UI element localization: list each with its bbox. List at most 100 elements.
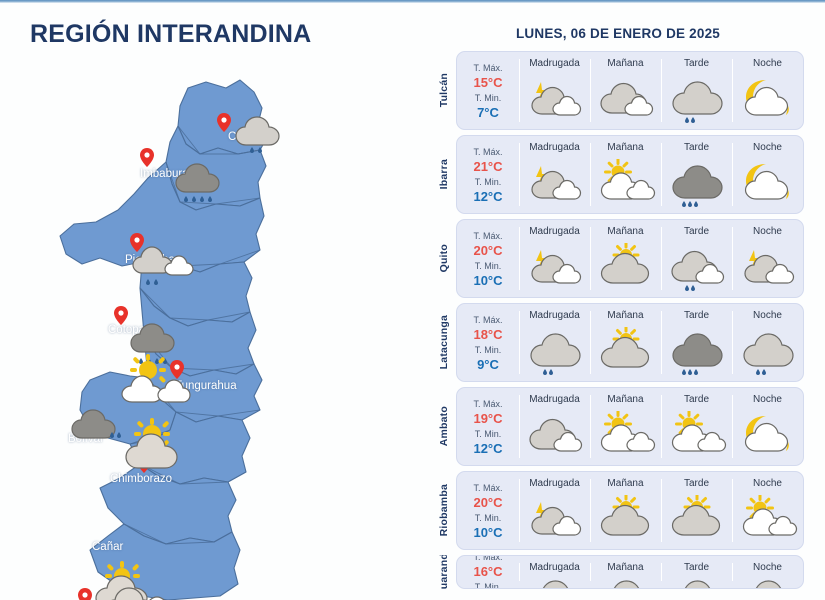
temperature-cell: T. Máx. 21°C T. Min. 12°C <box>457 136 519 213</box>
forecast-slot-madrugada[interactable]: Madrugada <box>519 556 590 588</box>
forecast-slot-madrugada[interactable]: Madrugada <box>519 388 590 465</box>
forecast-slot-mañana[interactable]: Mañana <box>590 388 661 465</box>
slot-label: Mañana <box>607 478 644 489</box>
weather-icon-container <box>661 490 732 549</box>
tmin-value: 12°C <box>473 440 503 456</box>
temperature-cell: T. Máx. 20°C T. Min. 10°C <box>457 220 519 297</box>
forecast-slot-madrugada[interactable]: Madrugada <box>519 220 590 297</box>
tmax-value: 20°C <box>473 242 503 258</box>
tmin-label: T. Min. <box>474 582 502 589</box>
city-label: Guaranda <box>438 555 450 589</box>
map-pin-pichincha[interactable] <box>130 233 144 252</box>
slot-label: Tarde <box>683 226 709 237</box>
forecast-slot-madrugada[interactable]: Madrugada <box>519 52 590 129</box>
forecast-slot-noche[interactable]: Noche <box>732 304 803 381</box>
sun-cloud-icon <box>600 410 655 452</box>
forecast-row[interactable]: Riobamba T. Máx. 20°C T. Min. 10°C Madruga… <box>432 471 804 550</box>
dark-cloud-icon <box>671 164 723 207</box>
region-map[interactable]: Carchi Imbabura Pichincha Cotopaxi Tungu… <box>30 58 430 600</box>
weather-icon-container <box>732 238 803 297</box>
forecast-slot-mañana[interactable]: Mañana <box>590 220 661 297</box>
forecast-slot-tarde[interactable]: Tarde <box>661 304 732 381</box>
forecast-row[interactable]: Latacunga T. Máx. 18°C T. Min. 9°C Madruga… <box>432 303 804 382</box>
tmax-label: T. Máx. <box>473 62 503 73</box>
weather-icon-container <box>519 154 590 213</box>
slot-label: Noche <box>753 394 782 405</box>
forecast-slot-tarde[interactable]: Tarde <box>661 220 732 297</box>
map-pin-azuay[interactable] <box>78 588 92 600</box>
slot-label: Mañana <box>607 394 644 405</box>
map-pin-cotopaxi[interactable] <box>114 306 128 325</box>
slot-label: Mañana <box>607 226 644 237</box>
forecast-slot-mañana[interactable]: Mañana <box>590 556 661 588</box>
tmin-label: T. Min. <box>474 92 502 103</box>
map-pin-tungurahua[interactable] <box>170 360 184 379</box>
weather-icon-container <box>590 406 661 465</box>
forecast-slot-tarde[interactable]: Tarde <box>661 136 732 213</box>
forecast-slot-noche[interactable]: Noche <box>732 220 803 297</box>
forecast-row[interactable]: Guaranda T. Máx. 16°C T. Min. Madrugada M… <box>432 555 804 589</box>
forecast-slot-madrugada[interactable]: Madrugada <box>519 304 590 381</box>
top-accent-bar <box>0 0 825 3</box>
tmin-label: T. Min. <box>474 344 502 355</box>
cloud-icon <box>529 332 581 375</box>
slot-label: Tarde <box>683 310 709 321</box>
sun-cloud-icon <box>600 158 655 200</box>
forecast-slot-mañana[interactable]: Mañana <box>590 52 661 129</box>
forecast-date-header: LUNES, 06 DE ENERO DE 2025 <box>515 26 721 41</box>
slot-label: Mañana <box>607 562 644 573</box>
tmin-value: 10°C <box>473 524 503 540</box>
city-label: Latacunga <box>438 315 450 370</box>
forecast-slot-tarde[interactable]: Tarde <box>661 388 732 465</box>
forecast-slot-noche[interactable]: Noche <box>732 472 803 549</box>
forecast-row[interactable]: Ambato T. Máx. 19°C T. Min. 12°C Madrugada… <box>432 387 804 466</box>
map-icon-cotopaxi-dark-cloud-icon <box>130 323 175 364</box>
forecast-slot-tarde[interactable]: Tarde <box>661 472 732 549</box>
forecast-slot-tarde[interactable]: Tarde <box>661 556 732 588</box>
weather-icon-container <box>519 322 590 381</box>
forecast-slot-noche[interactable]: Noche <box>732 556 803 588</box>
forecast-slot-madrugada[interactable]: Madrugada <box>519 472 590 549</box>
slot-label: Tarde <box>683 58 709 69</box>
map-icon-azuay-cloudy-icon <box>111 587 165 600</box>
slot-label: Noche <box>753 142 782 153</box>
tmax-value: 18°C <box>473 326 503 342</box>
forecast-panel: LUNES, 06 DE ENERO DE 2025 Tulcán T. Máx.… <box>432 26 804 594</box>
forecast-slot-noche[interactable]: Noche <box>732 388 803 465</box>
forecast-slot-tarde[interactable]: Tarde <box>661 52 732 129</box>
map-pin-imbabura[interactable] <box>140 148 154 167</box>
cloud-icon <box>613 580 639 588</box>
forecast-slot-noche[interactable]: Noche <box>732 52 803 129</box>
forecast-slot-mañana[interactable]: Mañana <box>590 472 661 549</box>
tmin-value: 12°C <box>473 188 503 204</box>
slot-label: Madrugada <box>529 142 580 153</box>
forecast-card: T. Máx. 19°C T. Min. 12°C Madrugada Mañan… <box>456 387 804 466</box>
slot-label: Tarde <box>683 478 709 489</box>
weather-icon-container <box>519 238 590 297</box>
forecast-slot-madrugada[interactable]: Madrugada <box>519 136 590 213</box>
city-name-latacunga: Latacunga <box>432 303 456 382</box>
tmax-value: 15°C <box>473 74 503 90</box>
tmax-label: T. Máx. <box>473 146 503 157</box>
moon-cloud-icon <box>744 79 789 116</box>
city-name-tulcán: Tulcán <box>432 51 456 130</box>
forecast-row[interactable]: Quito T. Máx. 20°C T. Min. 10°C Madrugada … <box>432 219 804 298</box>
tmax-label: T. Máx. <box>473 398 503 409</box>
temperature-cell: T. Máx. 15°C T. Min. 7°C <box>457 52 519 129</box>
weather-icon-container <box>590 490 661 549</box>
map-pin-carchi[interactable] <box>217 113 231 132</box>
weather-icon-container <box>661 154 732 213</box>
slot-label: Noche <box>753 226 782 237</box>
forecast-slot-mañana[interactable]: Mañana <box>590 136 661 213</box>
forecast-row[interactable]: Ibarra T. Máx. 21°C T. Min. 12°C Madrugada… <box>432 135 804 214</box>
tmax-label: T. Máx. <box>473 555 503 562</box>
slot-label: Tarde <box>683 142 709 153</box>
city-name-guaranda: Guaranda <box>432 555 456 589</box>
slot-label: Noche <box>753 562 782 573</box>
forecast-row[interactable]: Tulcán T. Máx. 15°C T. Min. 7°C Madrugada … <box>432 51 804 130</box>
forecast-slot-mañana[interactable]: Mañana <box>590 304 661 381</box>
forecast-slot-noche[interactable]: Noche <box>732 136 803 213</box>
slot-label: Madrugada <box>529 394 580 405</box>
city-name-riobamba: Riobamba <box>432 471 456 550</box>
city-label: Ibarra <box>438 159 450 190</box>
